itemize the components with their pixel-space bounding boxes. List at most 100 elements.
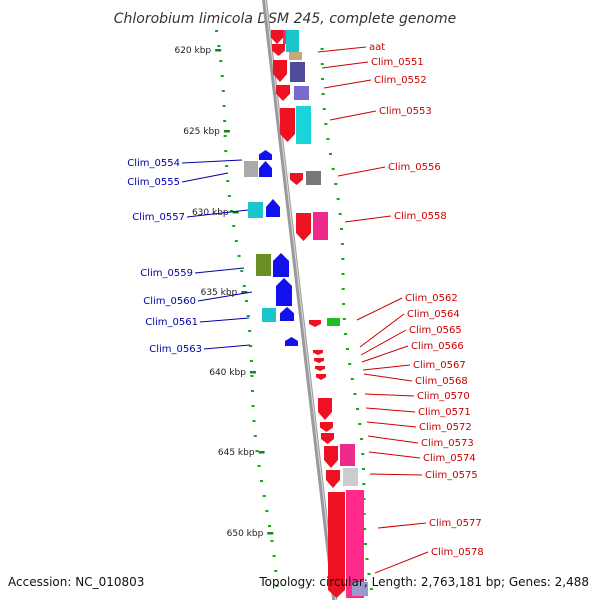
forward-gene-label-leader [374, 551, 429, 574]
forward-gene-label-leader [323, 79, 372, 89]
reverse-gene-label-leader [203, 344, 251, 350]
kbp-tick-label: 650 kbp [227, 529, 264, 539]
feature-box [340, 444, 355, 466]
reverse-gene-arrow [259, 150, 272, 160]
kbp-tick-label: 620 kbp [174, 46, 211, 56]
forward-gene-label: Clim_0566 [411, 341, 464, 352]
forward-gene-arrow [316, 374, 326, 380]
reverse-gene-label: Clim_0557 [132, 212, 185, 223]
forward-gene-label: Clim_0578 [431, 547, 484, 558]
forward-gene-label: Clim_0574 [423, 453, 476, 464]
kbp-tick-label: 625 kbp [183, 127, 220, 137]
forward-gene-arrow [290, 173, 303, 185]
forward-gene-arrow [276, 85, 290, 101]
forward-gene-arrow [309, 320, 321, 327]
reverse-gene-arrow [280, 307, 294, 321]
feature-box [248, 202, 263, 218]
forward-gene-label: Clim_0567 [413, 360, 466, 371]
kbp-tick-label: 630 kbp [192, 208, 229, 218]
forward-gene-label-leader [367, 435, 419, 444]
reverse-gene-arrow [273, 253, 289, 277]
forward-gene-label: Clim_0553 [379, 106, 432, 117]
forward-gene-arrow [296, 213, 311, 241]
forward-gene-labels: aat Clim_0551 Clim_0552 Clim_0553 Clim_0556 C… [317, 42, 484, 574]
forward-gene-arrow [324, 446, 338, 468]
forward-gene-label: aat [369, 42, 385, 53]
forward-gene-label-leader [344, 215, 392, 223]
genome-backbone [262, 0, 338, 600]
forward-gene-arrow [328, 492, 345, 598]
forward-gene-label: Clim_0564 [407, 309, 460, 320]
kbp-tick-mark [258, 451, 265, 454]
reverse-gene-label-leader [194, 267, 245, 274]
reverse-gene-label-leader [186, 209, 249, 218]
forward-gene-label-leader [359, 313, 405, 348]
forward-gene-label-leader [360, 329, 407, 356]
reverse-gene-label: Clim_0563 [149, 344, 202, 355]
kbp-tick-mark [232, 211, 239, 214]
kbp-tick-label: 635 kbp [201, 288, 238, 298]
forward-gene-label: Clim_0571 [418, 407, 471, 418]
forward-gene-label-leader [337, 166, 386, 177]
forward-gene-label-leader [317, 46, 367, 53]
forward-gene-label: Clim_0556 [388, 162, 441, 173]
forward-gene-label: Clim_0558 [394, 211, 447, 222]
feature-box [296, 106, 311, 144]
feature-box [306, 171, 321, 185]
forward-gene-arrow [318, 398, 332, 420]
forward-gene-label-leader [362, 364, 411, 371]
reverse-gene-label: Clim_0554 [127, 158, 180, 169]
gene-features [244, 30, 368, 598]
kbp-tick-mark [267, 532, 274, 535]
forward-gene-label: Clim_0575 [425, 470, 478, 481]
reverse-gene-label-leader [197, 291, 253, 302]
feature-box [286, 30, 299, 52]
kbp-ticks: 620 kbp 625 kbp 630 kbp 635 kbp 640 kbp 645 k… [174, 46, 274, 539]
kbp-tick-label: 645 kbp [218, 448, 255, 458]
reverse-gene-arrow [276, 278, 292, 306]
forward-gene-arrow [314, 358, 324, 363]
reverse-gene-labels: Clim_0554 Clim_0555 Clim_0557 Clim_0559 Clim… [127, 158, 253, 355]
feature-box [313, 212, 328, 240]
forward-gene-label: Clim_0565 [409, 325, 462, 336]
reverse-gene-arrow [266, 199, 280, 217]
feature-box [327, 318, 340, 326]
reverse-gene-label-leader [199, 317, 250, 323]
kbp-tick-mark [215, 49, 222, 52]
reverse-gene-arrow [285, 337, 298, 346]
feature-box [290, 62, 305, 82]
kbp-tick-mark [223, 130, 230, 133]
map-title: Chlorobium limicola DSM 245, complete ge… [114, 11, 457, 27]
forward-gene-label-leader [368, 451, 421, 459]
forward-gene-label-leader [366, 421, 417, 428]
reverse-gene-label: Clim_0555 [127, 177, 180, 188]
kbp-tick-mark [249, 371, 256, 374]
reverse-gene-label-leader [181, 159, 243, 164]
feature-box [294, 86, 309, 100]
forward-gene-label: Clim_0572 [419, 422, 472, 433]
forward-gene-label: Clim_0562 [405, 293, 458, 304]
forward-gene-arrow [315, 366, 325, 371]
forward-gene-arrow [320, 422, 333, 432]
reverse-gene-label: Clim_0561 [145, 317, 198, 328]
forward-gene-label: Clim_0573 [421, 438, 474, 449]
feature-box [352, 582, 368, 596]
forward-gene-label-leader [369, 473, 423, 476]
forward-gene-arrow [271, 30, 283, 44]
reverse-gene-arrow [259, 161, 272, 177]
reverse-gene-label-leader [181, 172, 229, 183]
forward-gene-label: Clim_0568 [415, 376, 468, 387]
forward-gene-arrow [313, 350, 323, 355]
forward-gene-arrow [321, 433, 334, 444]
forward-gene-label-leader [377, 522, 427, 529]
forward-gene-label: Clim_0552 [374, 75, 427, 86]
feature-box [244, 161, 258, 177]
forward-gene-arrow [280, 108, 295, 142]
reverse-gene-label: Clim_0559 [140, 268, 193, 279]
feature-box [346, 490, 364, 598]
feature-box [256, 254, 271, 276]
forward-gene-label: Clim_0570 [417, 391, 470, 402]
feature-box [262, 308, 276, 322]
